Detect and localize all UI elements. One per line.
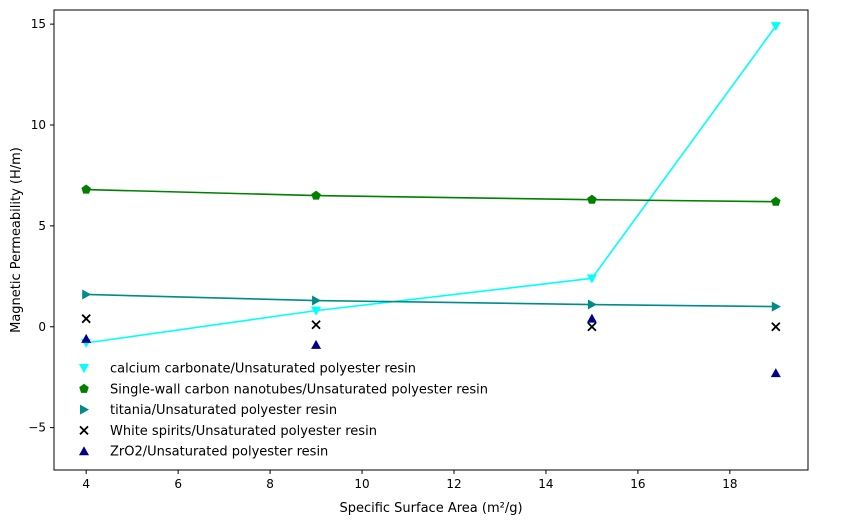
legend-label-0: calcium carbonate/Unsaturated polyester … — [110, 362, 416, 377]
data-point-2-2 — [587, 299, 597, 310]
series-2 — [82, 289, 781, 312]
legend-label-4: ZrO2/Unsaturated polyester resin — [110, 445, 328, 460]
data-point-0-2 — [586, 274, 597, 284]
x-tick-label-4: 12 — [446, 477, 461, 491]
legend-label-2: titania/Unsaturated polyester resin — [110, 403, 337, 418]
data-point-0-3 — [770, 22, 781, 32]
series-1 — [81, 184, 781, 206]
data-point-4-0 — [81, 333, 92, 343]
data-point-1-0 — [81, 184, 91, 194]
legend-marker-4 — [79, 446, 89, 456]
data-point-2-1 — [312, 295, 322, 306]
data-point-0-1 — [311, 306, 322, 316]
series-line-1 — [86, 188, 776, 203]
data-point-1-3 — [771, 196, 781, 206]
legend-marker-0 — [79, 364, 89, 373]
legend-marker-2 — [80, 404, 89, 415]
x-tick-label-7: 18 — [722, 477, 737, 491]
legend-label-3: White spirits/Unsaturated polyester resi… — [110, 424, 377, 439]
legend: calcium carbonate/Unsaturated polyester … — [79, 362, 488, 460]
series-0 — [81, 22, 781, 348]
y-tick-label-3: 10 — [31, 118, 46, 132]
x-axis-ticks: 4 6 8 10 12 14 16 18 — [82, 470, 737, 491]
series-3 — [81, 314, 781, 332]
data-point-1-1 — [311, 190, 321, 200]
x-tick-label-5: 14 — [538, 477, 553, 491]
data-point-4-3 — [770, 368, 781, 378]
data-point-3-3 — [771, 322, 781, 332]
legend-label-1: Single-wall carbon nanotubes/Unsaturated… — [110, 382, 488, 397]
series-line-0 — [86, 25, 777, 344]
y-tick-label-1: 0 — [38, 320, 46, 334]
data-point-3-2 — [587, 322, 597, 332]
data-point-4-1 — [311, 339, 322, 349]
x-tick-label-1: 6 — [174, 477, 182, 491]
x-tick-label-2: 8 — [266, 477, 274, 491]
legend-marker-3 — [79, 425, 89, 436]
data-point-4-2 — [586, 313, 597, 323]
data-point-2-3 — [771, 301, 781, 312]
data-point-3-0 — [81, 314, 91, 324]
legend-marker-1 — [79, 383, 89, 393]
data-point-2-0 — [82, 289, 92, 300]
series-line-2 — [86, 293, 776, 308]
y-tick-label-2: 5 — [38, 219, 46, 233]
x-tick-label-0: 4 — [82, 477, 90, 491]
series-layer — [81, 22, 781, 378]
plot-area — [54, 10, 808, 470]
series-4 — [81, 313, 781, 378]
x-tick-label-3: 10 — [354, 477, 369, 491]
x-tick-label-6: 16 — [630, 477, 645, 491]
y-axis-label: Magnetic Permeability (H/m) — [9, 147, 24, 333]
plot-frame — [53, 9, 809, 471]
data-point-1-2 — [587, 194, 597, 204]
y-axis-ticks: −5 0 5 10 15 — [28, 17, 54, 435]
data-point-3-1 — [311, 320, 321, 330]
x-axis-label: Specific Surface Area (m²/g) — [339, 501, 522, 516]
y-tick-label-4: 15 — [31, 17, 46, 31]
y-tick-label-0: −5 — [28, 421, 46, 435]
